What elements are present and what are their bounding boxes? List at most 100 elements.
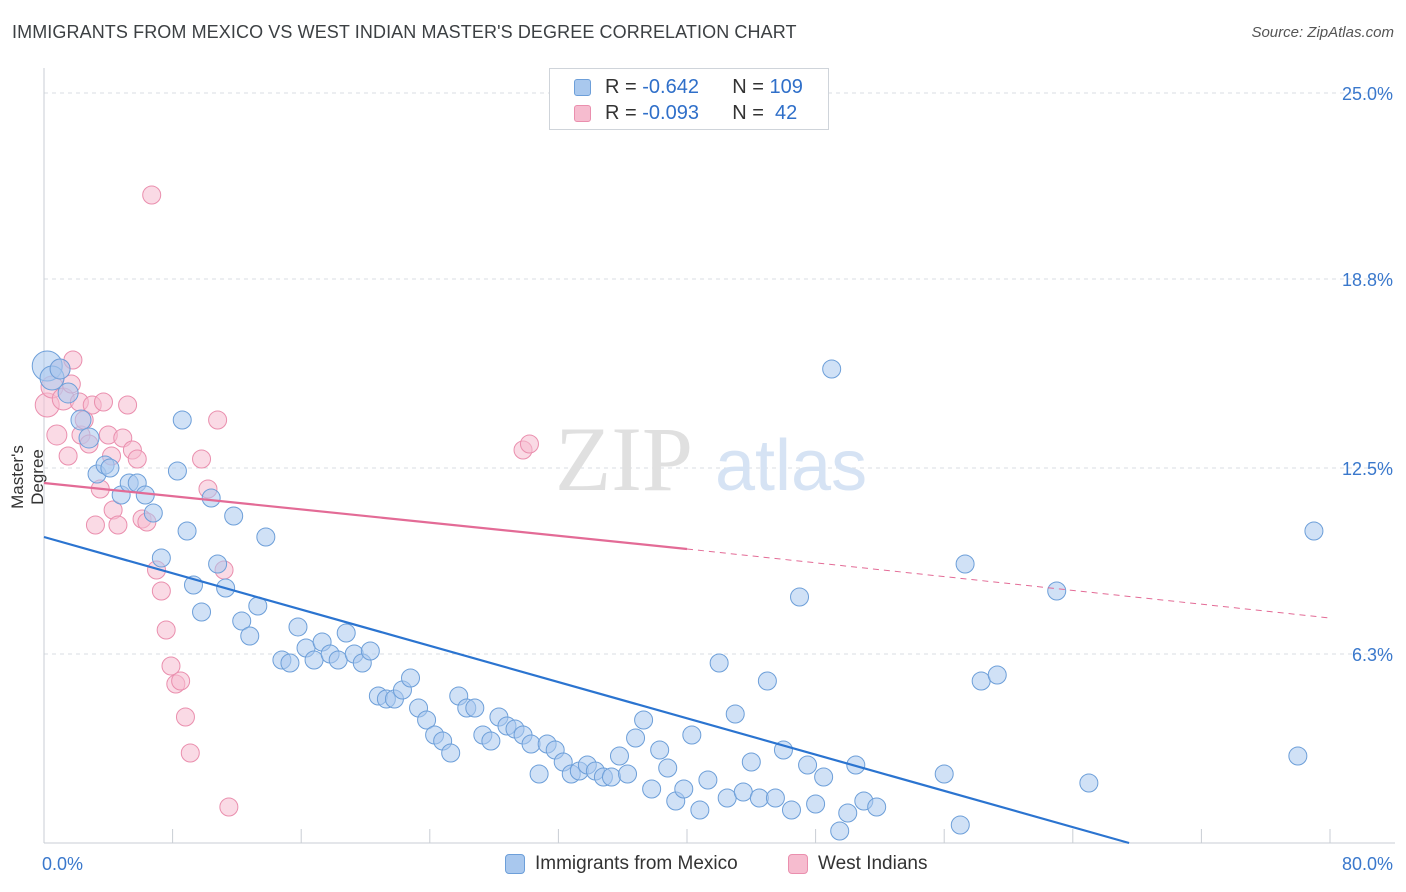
data-point-mexico bbox=[757, 671, 777, 691]
data-point-mexico bbox=[1288, 746, 1308, 766]
data-point-west-indians bbox=[127, 449, 147, 469]
data-point-mexico bbox=[280, 653, 300, 673]
data-point-west-indians bbox=[142, 185, 162, 205]
data-point-west-indians bbox=[58, 446, 78, 466]
trend-line-west-indians-extension bbox=[686, 548, 1331, 619]
data-point-mexico bbox=[682, 725, 702, 745]
data-point-mexico bbox=[634, 710, 654, 730]
data-point-mexico bbox=[336, 623, 356, 643]
data-point-mexico bbox=[773, 740, 793, 760]
data-point-mexico bbox=[733, 782, 753, 802]
data-point-west-indians bbox=[151, 581, 171, 601]
data-point-mexico bbox=[304, 650, 324, 670]
legend-n-value: 42 bbox=[769, 101, 798, 124]
data-point-mexico bbox=[601, 767, 621, 787]
data-point-mexico bbox=[806, 794, 826, 814]
data-point-mexico bbox=[741, 752, 761, 772]
data-point-mexico bbox=[950, 815, 970, 835]
data-point-west-indians bbox=[156, 620, 176, 640]
data-point-west-indians bbox=[85, 515, 105, 535]
x-tick-label: 0.0% bbox=[42, 854, 83, 874]
data-point-mexico bbox=[328, 650, 348, 670]
data-point-mexico bbox=[177, 521, 197, 541]
y-tick-label: 12.5% bbox=[1342, 459, 1393, 479]
data-point-mexico bbox=[256, 527, 276, 547]
y-axis-label: Master's Degree bbox=[8, 445, 47, 509]
data-point-mexico bbox=[642, 779, 662, 799]
data-point-mexico bbox=[57, 382, 79, 404]
legend-r-value: -0.642 bbox=[642, 75, 699, 98]
y-tick-label: 18.8% bbox=[1342, 270, 1393, 290]
data-point-west-indians bbox=[180, 743, 200, 763]
data-point-mexico bbox=[650, 740, 670, 760]
stats-legend: R = -0.642 N = 109 R = -0.093 N = 42 bbox=[549, 68, 829, 130]
data-point-mexico bbox=[1079, 773, 1099, 793]
data-point-mexico bbox=[100, 458, 120, 478]
data-point-mexico bbox=[626, 728, 646, 748]
data-point-mexico bbox=[674, 779, 694, 799]
chart-source: Source: ZipAtlas.com bbox=[1251, 24, 1394, 41]
data-point-west-indians bbox=[118, 395, 138, 415]
data-point-mexico bbox=[725, 704, 745, 724]
legend-n-label: N = bbox=[732, 101, 764, 124]
data-point-mexico bbox=[224, 506, 244, 526]
bottom-legend-swatch-pink bbox=[788, 854, 808, 874]
data-point-west-indians bbox=[519, 434, 539, 454]
data-point-mexico bbox=[208, 554, 228, 574]
data-point-mexico bbox=[690, 800, 710, 820]
data-point-mexico bbox=[618, 764, 638, 784]
bottom-legend-label: Immigrants from Mexico bbox=[535, 853, 738, 874]
data-point-mexico bbox=[441, 743, 461, 763]
legend-r-label: R = bbox=[605, 101, 637, 124]
data-point-mexico bbox=[465, 698, 485, 718]
y-tick-label: 25.0% bbox=[1342, 84, 1393, 104]
data-point-mexico bbox=[765, 788, 785, 808]
axes bbox=[43, 68, 1395, 844]
data-point-mexico bbox=[1047, 581, 1067, 601]
watermark: ZIP atlas bbox=[555, 408, 867, 510]
data-point-mexico bbox=[987, 665, 1007, 685]
y-tick-label: 6.3% bbox=[1352, 645, 1393, 665]
legend-row-west-indians: R = -0.093 N = 42 bbox=[574, 100, 797, 126]
data-point-mexico bbox=[955, 554, 975, 574]
data-point-mexico bbox=[417, 710, 437, 730]
watermark-zip: ZIP bbox=[555, 408, 693, 510]
legend-n-label: N = bbox=[732, 75, 764, 98]
data-point-mexico bbox=[709, 653, 729, 673]
data-point-west-indians bbox=[219, 797, 239, 817]
bottom-legend-swatch-blue bbox=[505, 854, 525, 874]
data-point-mexico bbox=[822, 359, 842, 379]
data-point-mexico bbox=[360, 641, 380, 661]
data-point-mexico bbox=[201, 488, 221, 508]
data-point-mexico bbox=[49, 358, 71, 380]
data-point-mexico bbox=[1304, 521, 1324, 541]
legend-swatch-blue bbox=[574, 78, 591, 96]
data-point-mexico bbox=[167, 461, 187, 481]
legend-swatch-pink bbox=[574, 104, 591, 122]
data-point-mexico bbox=[481, 731, 501, 751]
data-point-mexico bbox=[151, 548, 171, 568]
west-indians-points bbox=[34, 185, 539, 817]
data-point-west-indians bbox=[93, 392, 113, 412]
data-point-west-indians bbox=[46, 424, 68, 446]
bottom-legend-west-indians: West Indians bbox=[788, 850, 927, 878]
data-point-mexico bbox=[70, 409, 92, 431]
chart-title: IMMIGRANTS FROM MEXICO VS WEST INDIAN MA… bbox=[12, 22, 797, 42]
data-point-mexico bbox=[867, 797, 887, 817]
data-point-west-indians bbox=[108, 515, 128, 535]
legend-r-value: -0.093 bbox=[642, 101, 699, 124]
data-point-mexico bbox=[401, 668, 421, 688]
legend-r-label: R = bbox=[605, 75, 637, 98]
data-point-mexico bbox=[781, 800, 801, 820]
data-point-west-indians bbox=[192, 449, 212, 469]
data-point-mexico bbox=[658, 758, 678, 778]
data-point-mexico bbox=[798, 755, 818, 775]
trend-line-mexico bbox=[43, 535, 1130, 845]
data-point-mexico bbox=[521, 734, 541, 754]
data-point-mexico bbox=[934, 764, 954, 784]
data-point-west-indians bbox=[161, 656, 181, 676]
data-point-mexico bbox=[288, 617, 308, 637]
data-point-west-indians bbox=[175, 707, 195, 727]
grid-lines bbox=[44, 92, 1395, 655]
